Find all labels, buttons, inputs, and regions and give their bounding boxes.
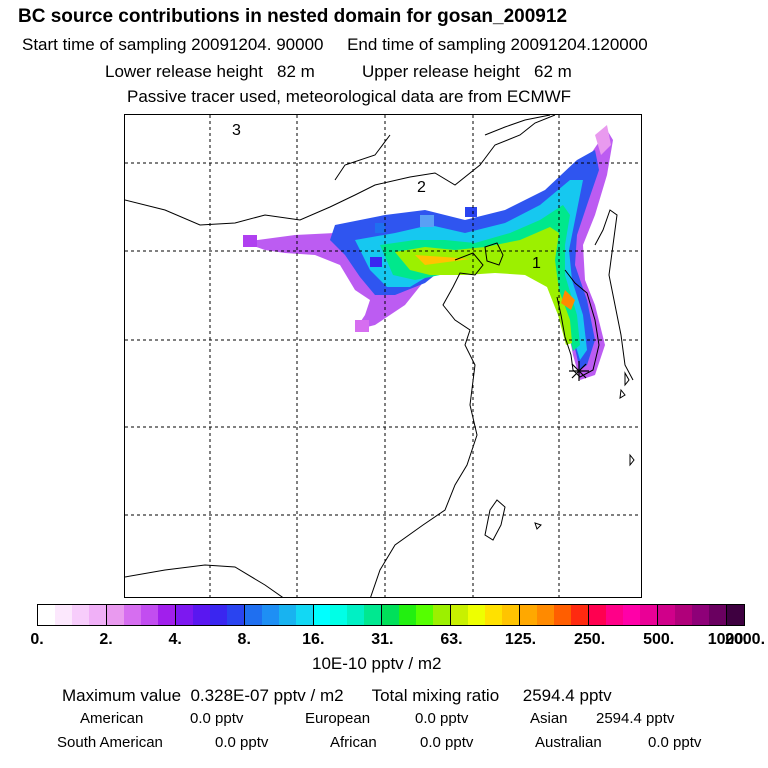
- source-african-name: African: [330, 734, 377, 751]
- colorbar-cell: [433, 605, 451, 625]
- colorbar-cell: [519, 605, 538, 625]
- colorbar-tick-label: 1000.: [707, 631, 748, 648]
- colorbar-cell: [38, 605, 55, 625]
- colorbar-cell: [192, 605, 210, 625]
- colorbar: [37, 604, 745, 626]
- colorbar-cell: [330, 605, 348, 625]
- colorbar-tick-label: 2000.: [724, 631, 766, 648]
- tracer-info-line: Passive tracer used, meteorological data…: [127, 87, 572, 106]
- plot-title: BC source contributions in nested domain…: [18, 6, 568, 27]
- max-value-line: Maximum value 0.328E-07 pptv / m2 Total …: [62, 686, 612, 705]
- plume-field: [243, 125, 613, 380]
- colorbar-tick-label: 16.: [302, 631, 325, 648]
- colorbar-tick-label: 500.: [643, 631, 675, 648]
- colorbar-unit-label: 10E-10 pptv / m2: [312, 654, 442, 673]
- colorbar-cell: [54, 605, 72, 625]
- source-asian-name: Asian: [530, 710, 568, 727]
- domain-label-1: 1: [532, 255, 541, 272]
- source-australian-value: 0.0 pptv: [648, 734, 702, 751]
- colorbar-cell: [123, 605, 141, 625]
- colorbar-cell: [725, 605, 744, 625]
- colorbar-tick-label: 2.: [99, 631, 113, 648]
- source-african-value: 0.0 pptv: [420, 734, 474, 751]
- source-south-american-name: South American: [57, 734, 163, 751]
- asterisk-icon: [569, 361, 589, 381]
- colorbar-cell: [588, 605, 606, 625]
- source-european-name: European: [305, 710, 371, 727]
- colorbar-cell: [571, 605, 588, 625]
- colorbar-cell: [278, 605, 296, 625]
- colorbar-cell: [261, 605, 279, 625]
- colorbar-cell: [605, 605, 623, 625]
- colorbar-tick-label: 125.: [504, 631, 537, 648]
- colorbar-tick-label: 8.: [237, 631, 251, 648]
- colorbar-cell: [468, 605, 486, 625]
- colorbar-tick-label: 4.: [168, 631, 182, 648]
- map-canvas: 1 2 3: [125, 115, 641, 597]
- colorbar-cell: [381, 605, 400, 625]
- colorbar-cell: [416, 605, 434, 625]
- colorbar-cell: [656, 605, 675, 625]
- colorbar-cell: [312, 605, 331, 625]
- colorbar-tick-label: 250.: [574, 631, 606, 648]
- colorbar-cell: [140, 605, 158, 625]
- domain-label-3: 3: [232, 122, 241, 139]
- release-height-line: Lower release height 82 m Upper release …: [105, 62, 572, 81]
- colorbar-cell: [364, 605, 382, 625]
- coastlines: [125, 115, 635, 597]
- colorbar-cell: [691, 605, 709, 625]
- colorbar-cell: [157, 605, 175, 625]
- colorbar-cell: [399, 605, 417, 625]
- source-american-name: American: [80, 710, 144, 727]
- map-panel: 1 2 3: [124, 114, 642, 598]
- colorbar-cell: [174, 605, 193, 625]
- colorbar-cell: [88, 605, 106, 625]
- source-european-value: 0.0 pptv: [415, 710, 469, 727]
- source-south-american-value: 0.0 pptv: [215, 734, 269, 751]
- colorbar-cell: [485, 605, 503, 625]
- colorbar-cell: [622, 605, 640, 625]
- domain-label-2: 2: [417, 179, 426, 196]
- colorbar-cell: [209, 605, 227, 625]
- colorbar-cell: [674, 605, 692, 625]
- lat-lon-grid: [125, 115, 641, 597]
- colorbar-tick-label: 31.: [371, 631, 394, 648]
- colorbar-cell: [639, 605, 657, 625]
- colorbar-cell: [226, 605, 244, 625]
- sampling-time-line: Start time of sampling 20091204. 90000 E…: [22, 35, 648, 54]
- colorbar-cell: [105, 605, 124, 625]
- source-asian-value: 2594.4 pptv: [596, 710, 675, 727]
- source-american-value: 0.0 pptv: [190, 710, 244, 727]
- colorbar-cell: [295, 605, 313, 625]
- colorbar-cell: [502, 605, 520, 625]
- colorbar-tick-label: 0.: [30, 631, 44, 648]
- colorbar-cell: [554, 605, 572, 625]
- colorbar-cell: [708, 605, 726, 625]
- colorbar-cell: [243, 605, 262, 625]
- colorbar-cell: [537, 605, 555, 625]
- source-australian-name: Australian: [535, 734, 602, 751]
- colorbar-cell: [347, 605, 365, 625]
- colorbar-tick-label: 63.: [440, 631, 463, 648]
- colorbar-cell: [71, 605, 89, 625]
- colorbar-cell: [450, 605, 469, 625]
- taiwan-outline: [484, 499, 506, 541]
